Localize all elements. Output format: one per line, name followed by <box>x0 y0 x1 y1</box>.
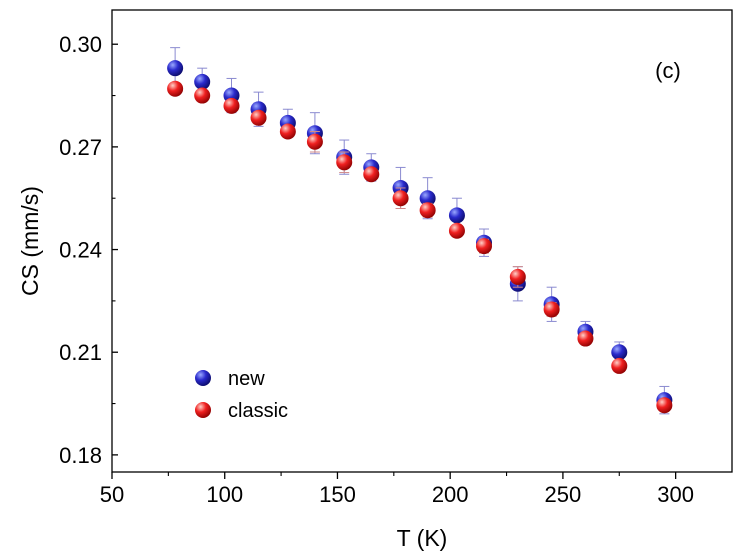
data-point-classic <box>250 109 267 126</box>
data-point-new <box>194 73 211 90</box>
x-tick-label: 300 <box>657 482 694 507</box>
x-tick-label: 150 <box>319 482 356 507</box>
y-axis-label: CS (mm/s) <box>17 186 43 296</box>
data-point-new <box>611 344 628 361</box>
data-point-classic <box>611 357 628 374</box>
data-point-classic <box>167 80 184 97</box>
data-point-classic <box>363 166 380 183</box>
x-tick-label: 50 <box>100 482 124 507</box>
data-point-classic <box>223 97 240 114</box>
x-axis: 50 100 150 200 250 300 <box>100 472 694 507</box>
data-point-new <box>448 207 465 224</box>
data-point-classic <box>509 268 526 285</box>
y-tick-label: 0.21 <box>59 340 102 365</box>
data-point-new <box>419 190 436 207</box>
legend-marker-new <box>195 370 211 386</box>
x-tick-label: 200 <box>432 482 469 507</box>
panel-label: (c) <box>655 58 681 83</box>
x-axis-label: T (K) <box>397 525 448 551</box>
legend-label-new: new <box>228 368 265 390</box>
data-point-classic <box>392 190 409 207</box>
data-point-classic <box>448 222 465 239</box>
data-point-classic <box>279 123 296 140</box>
plot-frame <box>111 9 733 473</box>
data-point-classic <box>194 87 211 104</box>
legend: new classic <box>195 368 288 422</box>
legend-marker-classic <box>195 402 211 418</box>
x-tick-label: 100 <box>206 482 243 507</box>
y-tick-label: 0.24 <box>59 238 102 263</box>
data-point-new <box>167 60 184 77</box>
legend-label-classic: classic <box>228 400 288 422</box>
series-new <box>167 47 673 415</box>
data-point-classic <box>306 133 323 150</box>
data-point-classic <box>476 238 492 255</box>
data-point-classic <box>419 202 436 219</box>
data-point-classic <box>577 330 594 347</box>
y-tick-label: 0.30 <box>59 32 102 57</box>
data-point-classic <box>336 154 353 171</box>
series-classic <box>167 80 673 414</box>
series-layer <box>167 47 673 415</box>
y-tick-label: 0.18 <box>59 443 102 468</box>
data-point-classic <box>543 301 560 318</box>
y-axis: 0.18 0.21 0.24 0.27 0.30 <box>59 32 118 468</box>
data-point-classic <box>656 397 673 414</box>
y-tick-label: 0.27 <box>59 135 102 160</box>
x-tick-label: 250 <box>545 482 582 507</box>
